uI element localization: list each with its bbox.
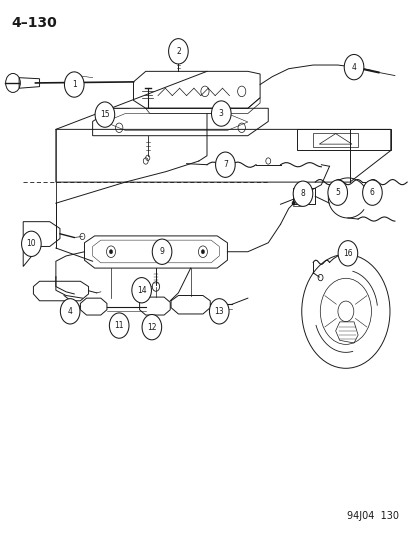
- Circle shape: [60, 298, 80, 324]
- Text: 14: 14: [137, 286, 146, 295]
- Circle shape: [327, 180, 347, 205]
- Circle shape: [109, 249, 112, 254]
- Text: 1: 1: [72, 80, 76, 89]
- Text: 6: 6: [369, 188, 374, 197]
- Text: 16: 16: [342, 249, 352, 258]
- Circle shape: [64, 72, 84, 97]
- Circle shape: [142, 314, 161, 340]
- Text: 2: 2: [176, 47, 180, 56]
- Text: 4: 4: [68, 307, 72, 316]
- Circle shape: [95, 102, 114, 127]
- Text: 13: 13: [214, 307, 223, 316]
- Circle shape: [211, 101, 230, 126]
- Circle shape: [201, 249, 204, 254]
- Circle shape: [362, 180, 381, 205]
- Text: 11: 11: [114, 321, 123, 330]
- Text: 8: 8: [300, 189, 305, 198]
- Text: 4–130: 4–130: [11, 16, 57, 30]
- Circle shape: [343, 54, 363, 80]
- Text: 9: 9: [159, 247, 164, 256]
- Text: 3: 3: [218, 109, 223, 118]
- Text: 94J04  130: 94J04 130: [346, 511, 398, 521]
- Circle shape: [131, 278, 151, 303]
- Circle shape: [209, 298, 228, 324]
- Text: 4: 4: [351, 62, 356, 71]
- Text: 15: 15: [100, 110, 109, 119]
- Circle shape: [291, 201, 294, 205]
- Circle shape: [176, 53, 180, 58]
- Text: 10: 10: [26, 239, 36, 248]
- Text: 7: 7: [223, 160, 227, 169]
- Circle shape: [292, 181, 312, 206]
- Text: 5: 5: [335, 188, 339, 197]
- Circle shape: [337, 241, 357, 266]
- Text: 12: 12: [147, 322, 156, 332]
- Circle shape: [215, 152, 235, 177]
- Circle shape: [109, 313, 129, 338]
- Circle shape: [21, 231, 41, 256]
- Circle shape: [152, 239, 171, 264]
- Circle shape: [168, 39, 188, 64]
